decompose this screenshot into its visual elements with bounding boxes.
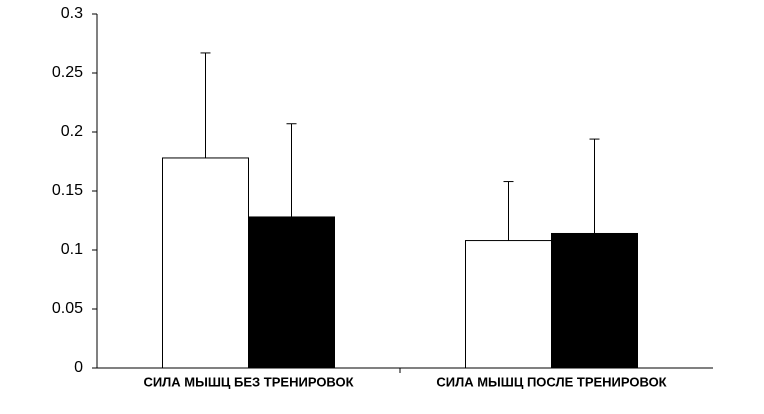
y-tick-label: 0.25: [52, 64, 83, 81]
y-tick-label: 0.15: [52, 182, 83, 199]
bar: [248, 216, 335, 369]
y-tick-label: 0.3: [61, 5, 83, 22]
x-tick-label: СИЛА МЫШЦ БЕЗ ТРЕНИРОВОК: [143, 374, 353, 389]
y-tick-label: 0.2: [61, 123, 83, 140]
x-tick-label: СИЛА МЫШЦ ПОСЛЕ ТРЕНИРОВОК: [436, 374, 666, 389]
y-tick-label: 0: [74, 359, 83, 376]
bar: [551, 232, 638, 369]
bar: [465, 240, 552, 369]
bar: [162, 157, 249, 369]
y-tick-label: 0.1: [61, 241, 83, 258]
y-tick-label: 0.05: [52, 300, 83, 317]
